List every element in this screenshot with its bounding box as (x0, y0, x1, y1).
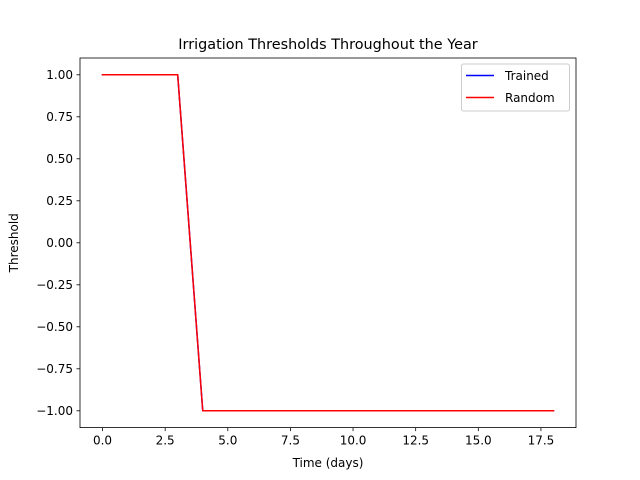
legend-label-trained: Trained (504, 69, 549, 83)
plot-lines (101, 74, 555, 412)
x-tick-label: 17.5 (528, 434, 555, 448)
y-tick-label: −0.50 (36, 320, 73, 334)
y-tick-label: 0.00 (46, 236, 73, 250)
x-axis-label: Time (days) (292, 456, 364, 470)
legend: Trained Random (461, 63, 570, 112)
x-tick-label: 10.0 (340, 434, 367, 448)
y-tick-label: 0.75 (46, 110, 73, 124)
y-tick-label: 0.25 (46, 194, 73, 208)
chart-title: Irrigation Thresholds Throughout the Yea… (178, 37, 477, 53)
y-tick-label: −0.75 (36, 362, 73, 376)
y-tick-label: 1.00 (46, 68, 73, 82)
y-axis: 1.00 0.75 0.50 0.25 0.00 −0.25 −0.50 −0.75 −1.00 (36, 68, 80, 418)
x-tick-label: 7.5 (281, 434, 300, 448)
y-tick-label: −0.25 (36, 278, 73, 292)
x-tick-label: 12.5 (402, 434, 429, 448)
y-tick-label: 0.50 (46, 152, 73, 166)
y-axis-label: Threshold (7, 213, 21, 273)
legend-label-random: Random (505, 91, 555, 105)
x-tick-label: 2.5 (156, 434, 175, 448)
y-tick-label: −1.00 (36, 404, 73, 418)
series-line-random (101, 74, 555, 412)
x-axis: 0.0 2.5 5.0 7.5 10.0 12.5 15.0 17.5 (93, 427, 555, 448)
x-tick-label: 15.0 (465, 434, 492, 448)
x-tick-label: 5.0 (218, 434, 237, 448)
x-tick-label: 0.0 (93, 434, 112, 448)
